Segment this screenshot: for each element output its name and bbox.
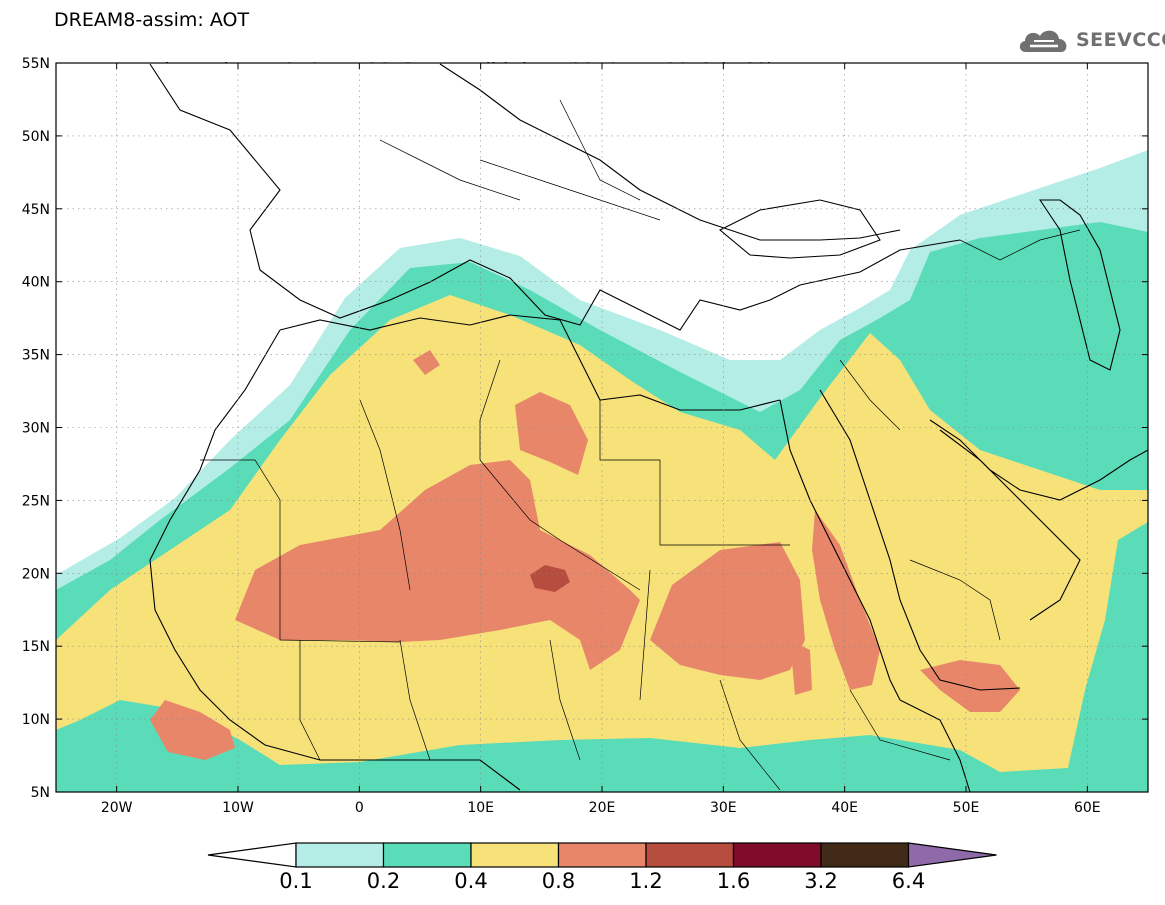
aot-band-1.2-core (530, 565, 570, 592)
borders (200, 99, 1081, 791)
aot-band-0.8-guinea (150, 700, 235, 760)
colorbar-segment (645, 842, 735, 868)
colorbar-label: 0.4 (454, 869, 487, 893)
lat-tick-label: 15N (22, 639, 50, 655)
lon-tick-label: 40E (831, 800, 858, 816)
lat-tick-label: 35N (22, 348, 50, 364)
colorbar-segment (557, 842, 647, 868)
lat-tick-label: 20N (22, 566, 50, 582)
lat-tick-label: 40N (22, 275, 50, 291)
lon-tick-label: 60E (1074, 800, 1101, 816)
product-title: DREAM8-assim: AOT (54, 9, 250, 31)
lon-axis: 20W 10W 0 10E 20E 30E 40E 50E 60E (101, 63, 1101, 816)
aot-band-0.8-sudan (650, 542, 805, 680)
cloud-icon (1019, 30, 1067, 52)
lat-tick-label: 45N (22, 202, 50, 218)
lon-tick-label: 10E (467, 800, 494, 816)
aot-band-1.2-dot (748, 601, 756, 609)
colorbar-high-arrow (907, 842, 997, 868)
lon-tick-label: 0 (355, 800, 364, 816)
lat-axis: 5N 10N 15N 20N 25N 30N 35N 40N 45N 50N 55N (22, 56, 1148, 801)
colorbar-label: 0.1 (279, 869, 312, 893)
lon-tick-label: 50E (953, 800, 980, 816)
aot-band-0.8-algeria (413, 350, 440, 375)
colorbar-label: 0.2 (367, 869, 400, 893)
colorbar-segment (732, 842, 822, 868)
colorbar-label: 1.6 (717, 869, 750, 893)
aot-band-0.8-ethiopia (790, 640, 812, 695)
colorbar-label: 0.8 (542, 869, 575, 893)
aot-band-0.8-somalia (920, 660, 1020, 712)
lat-tick-label: 55N (22, 56, 50, 72)
colorbar-label: 6.4 (892, 869, 925, 893)
colorbar-label: 3.2 (804, 869, 837, 893)
coastlines (149, 63, 1148, 792)
gridlines (56, 63, 1148, 792)
lat-tick-label: 50N (22, 129, 50, 145)
lat-tick-label: 5N (31, 785, 50, 801)
aot-band-0.8-libya (515, 392, 588, 475)
lon-tick-label: 20E (589, 800, 616, 816)
aot-band-0.8-redsea (812, 510, 880, 690)
lon-tick-label: 30E (710, 800, 737, 816)
colorbar: 0.1 0.2 0.4 0.8 1.2 1.6 3.2 6.4 (207, 842, 997, 893)
colorbar-low-arrow (207, 842, 297, 868)
lon-tick-label: 10W (222, 800, 254, 816)
colorbar-segment (820, 842, 910, 868)
colorbar-segment (382, 842, 472, 868)
aot-band-0.8-west (235, 460, 640, 670)
lat-tick-label: 25N (22, 493, 50, 509)
lat-tick-label: 30N (22, 421, 50, 437)
colorbar-label: 1.2 (629, 869, 662, 893)
lon-tick-label: 20W (101, 800, 133, 816)
logo-text: SEEVCCC (1076, 29, 1165, 51)
colorbar-segment (295, 842, 385, 868)
logo: SEEVCCC (1016, 20, 1165, 60)
colorbar-segment (470, 842, 560, 868)
lat-tick-label: 10N (22, 712, 50, 728)
